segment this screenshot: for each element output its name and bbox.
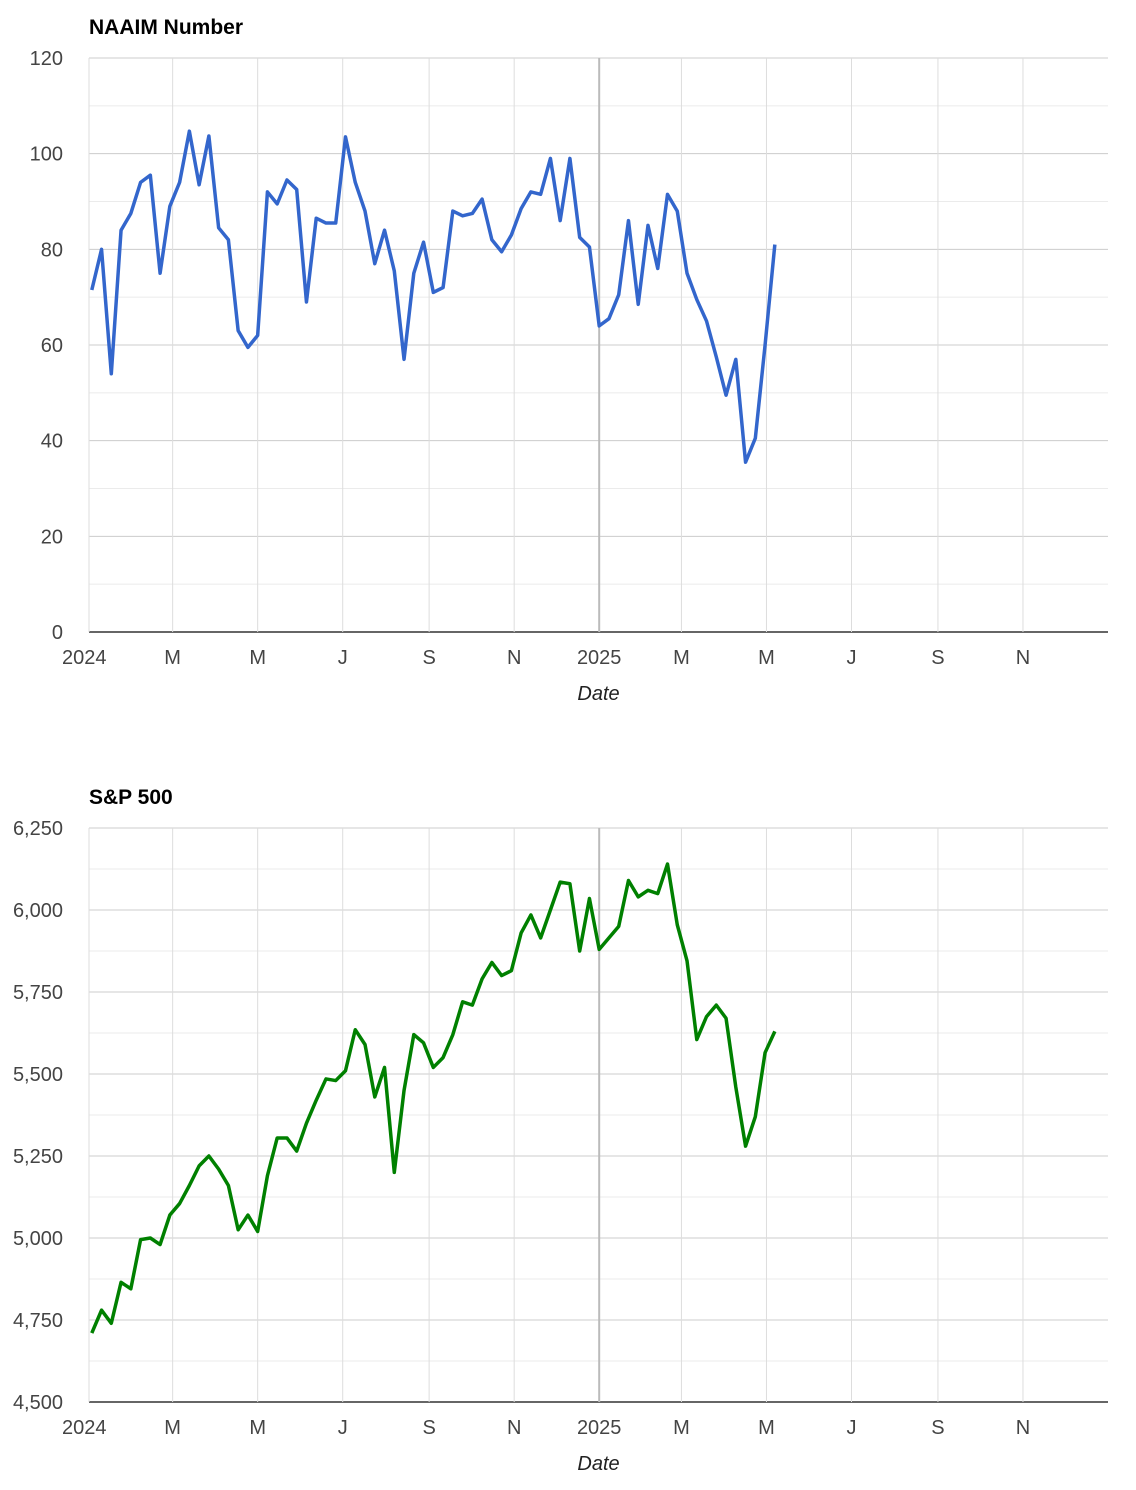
x-tick-label: M — [164, 647, 181, 669]
y-tick-label: 80 — [41, 239, 63, 261]
y-tick-label: 5,750 — [13, 982, 63, 1004]
x-tick-label: J — [847, 1417, 857, 1439]
chart-title: S&P 500 — [89, 786, 173, 809]
x-tick-label: S — [422, 647, 435, 669]
data-line — [90, 129, 777, 464]
x-tick-label: M — [164, 1417, 181, 1439]
x-tick-label: J — [847, 647, 857, 669]
x-tick-label: M — [758, 647, 775, 669]
x-tick-label: 2025 — [577, 1417, 622, 1439]
y-tick-label: 40 — [41, 431, 63, 453]
x-tick-label: S — [931, 1417, 944, 1439]
x-tick-label: M — [758, 1417, 775, 1439]
x-tick-label: J — [338, 1417, 348, 1439]
y-tick-label: 4,500 — [13, 1392, 63, 1414]
x-tick-label: N — [1016, 1417, 1030, 1439]
x-tick-label: M — [673, 647, 690, 669]
y-tick-label: 120 — [30, 48, 63, 70]
y-tick-label: 5,500 — [13, 1064, 63, 1086]
y-tick-label: 5,250 — [13, 1146, 63, 1168]
x-tick-label: M — [673, 1417, 690, 1439]
y-tick-label: 4,750 — [13, 1310, 63, 1332]
x-tick-label: J — [338, 647, 348, 669]
data-line — [90, 862, 777, 1334]
x-tick-label: N — [507, 1417, 521, 1439]
x-tick-label: S — [931, 647, 944, 669]
x-tick-label: M — [249, 1417, 266, 1439]
x-tick-label: 2025 — [577, 647, 622, 669]
y-tick-label: 6,000 — [13, 900, 63, 922]
y-tick-label: 100 — [30, 144, 63, 166]
x-tick-label: N — [507, 647, 521, 669]
x-axis-label: Date — [577, 683, 619, 705]
y-tick-label: 6,250 — [13, 818, 63, 840]
y-tick-label: 60 — [41, 335, 63, 357]
x-tick-label: 2024 — [62, 1417, 107, 1439]
y-tick-label: 5,000 — [13, 1228, 63, 1250]
x-tick-label: S — [422, 1417, 435, 1439]
x-tick-label: M — [249, 647, 266, 669]
x-tick-label: N — [1016, 647, 1030, 669]
x-tick-label: 2024 — [62, 647, 107, 669]
y-tick-label: 20 — [41, 526, 63, 548]
chart-title: NAAIM Number — [89, 16, 243, 39]
y-tick-label: 0 — [52, 622, 63, 644]
x-axis-label: Date — [577, 1453, 619, 1475]
